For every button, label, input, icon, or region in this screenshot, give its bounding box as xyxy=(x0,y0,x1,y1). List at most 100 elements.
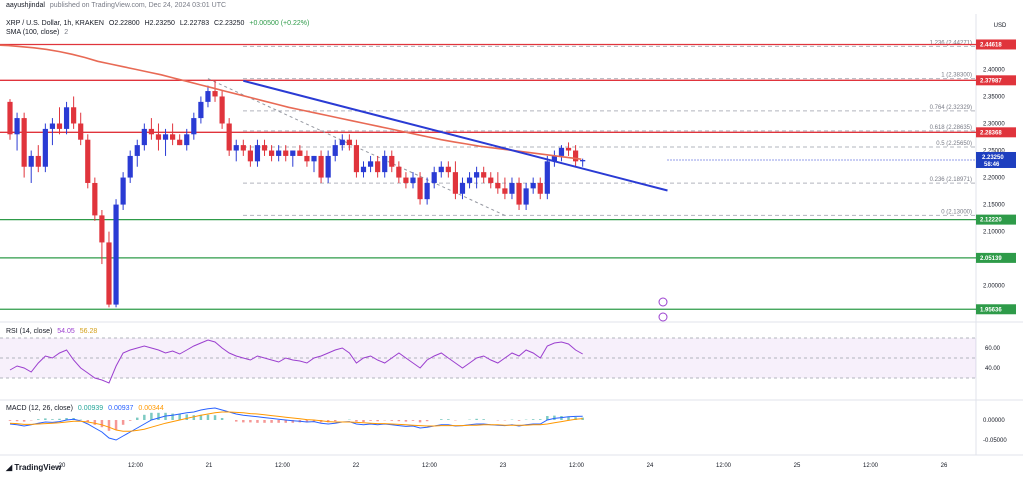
candle-body xyxy=(558,147,565,156)
candle-body xyxy=(155,134,162,140)
candle-body xyxy=(565,147,572,151)
macd-indicator-label[interactable]: MACD (12, 26, close) xyxy=(6,405,73,412)
candle-body xyxy=(580,159,586,162)
candle-body xyxy=(276,150,282,156)
candle-body xyxy=(261,145,268,151)
macd-tick-label: 0.00000 xyxy=(983,418,1005,424)
time-tick-label: 12:00 xyxy=(716,463,732,469)
price-tag-label: 2.37987 xyxy=(980,78,1002,84)
price-tag-bg xyxy=(976,252,1016,263)
fib-level-label: 0.618 (2.28635) xyxy=(930,125,972,131)
candle-body xyxy=(530,182,536,189)
candle-body xyxy=(311,155,317,162)
time-tick-label: 12:00 xyxy=(128,463,144,469)
price-tag-label: 2.05139 xyxy=(980,256,1002,262)
candle-body xyxy=(452,172,459,194)
candle-body xyxy=(445,166,451,173)
time-tick-label: 26 xyxy=(941,463,948,469)
candle-body xyxy=(134,145,140,156)
header-sma-line: SMA (100, close) 2 xyxy=(6,29,71,36)
candle-body xyxy=(495,182,501,189)
candle-body xyxy=(474,172,480,178)
lightning-icon xyxy=(658,312,668,322)
candle-body xyxy=(268,150,275,156)
candle-body xyxy=(198,101,204,119)
price-tick-label: 2.40000 xyxy=(983,67,1005,73)
sma-100-line xyxy=(0,44,582,160)
candle-body xyxy=(424,182,430,200)
rsi-tick-label: 40.00 xyxy=(985,366,1001,372)
candle-body xyxy=(459,182,466,194)
candle-body xyxy=(99,215,105,243)
time-tick-label: 12:00 xyxy=(569,463,585,469)
candle-body xyxy=(509,182,515,194)
candle-body xyxy=(226,123,232,151)
candle-body xyxy=(382,155,388,173)
ohlc-low: L2.22783 xyxy=(179,20,210,27)
price-tag-label: 2.12220 xyxy=(980,218,1002,224)
candle-body xyxy=(488,177,494,183)
price-tag-bg xyxy=(976,75,1016,86)
currency-label: USD xyxy=(994,23,1007,29)
current-price-label: 2.23250 xyxy=(982,155,1004,161)
candle-body xyxy=(523,188,529,205)
ohlc-open: O2.22800 xyxy=(108,20,140,27)
candle-body xyxy=(360,166,367,173)
macd-signal-line xyxy=(9,411,583,432)
candle-body xyxy=(346,139,352,146)
candle-body xyxy=(71,107,77,124)
fib-level-label: 1.236 (2.44271) xyxy=(930,40,972,46)
candle-body xyxy=(205,91,211,102)
candle-body xyxy=(148,128,154,135)
candle-body xyxy=(162,134,169,140)
candle-body xyxy=(551,155,557,162)
candle-body xyxy=(233,145,239,151)
candle-body xyxy=(297,150,303,156)
symbol-title[interactable]: XRP / U.S. Dollar, 1h, KRAKEN xyxy=(6,20,104,27)
candle-body xyxy=(516,182,522,205)
price-tick-label: 2.10000 xyxy=(983,230,1005,236)
candle-body xyxy=(106,242,112,305)
candle-body xyxy=(318,155,324,178)
time-tick-label: 25 xyxy=(794,463,801,469)
time-tick-label: 24 xyxy=(647,463,654,469)
price-tick-label: 2.35000 xyxy=(983,94,1005,100)
macd-hist-value: 0.00939 xyxy=(77,405,104,412)
candle-body xyxy=(389,155,395,167)
candle-body xyxy=(290,150,296,156)
candle-body xyxy=(438,166,444,173)
candle-body xyxy=(42,128,48,167)
candle-body xyxy=(247,150,253,162)
tradingview-logo: ◢ TradingView xyxy=(6,463,61,472)
time-tick-label: 21 xyxy=(206,463,213,469)
fib-level-label: 0.764 (2.32329) xyxy=(930,105,972,111)
candle-body xyxy=(431,172,437,183)
rsi-ma-value: 56.28 xyxy=(79,328,98,335)
price-tag-label: 2.28368 xyxy=(980,130,1002,136)
sma-indicator-value: 2 xyxy=(64,29,69,36)
time-tick-label: 12:00 xyxy=(422,463,438,469)
candle-body xyxy=(14,118,20,135)
author-name[interactable]: aayushjindal xyxy=(6,2,45,9)
candle-body xyxy=(21,118,27,167)
candle-body xyxy=(92,182,98,216)
candle-body xyxy=(35,155,41,167)
candle-body xyxy=(219,96,225,124)
candle-body xyxy=(7,101,13,135)
rsi-indicator-label[interactable]: RSI (14, close) xyxy=(6,328,53,335)
candle-body xyxy=(49,123,56,129)
candle-body xyxy=(113,204,119,305)
candle-body xyxy=(367,161,374,167)
add-alert-icon xyxy=(658,297,668,307)
sma-indicator-label[interactable]: SMA (100, close) xyxy=(6,29,60,36)
fib-level-label: 0 (2.13000) xyxy=(941,209,972,215)
candle-body xyxy=(28,155,34,167)
candle-body xyxy=(403,177,409,183)
price-tick-label: 2.00000 xyxy=(983,284,1005,290)
ohlc-high: H2.23250 xyxy=(144,20,175,27)
candle-body xyxy=(304,155,310,162)
candle-body xyxy=(85,139,91,183)
time-tick-label: 22 xyxy=(353,463,360,469)
fib-level-label: 0.236 (2.18971) xyxy=(930,177,972,183)
